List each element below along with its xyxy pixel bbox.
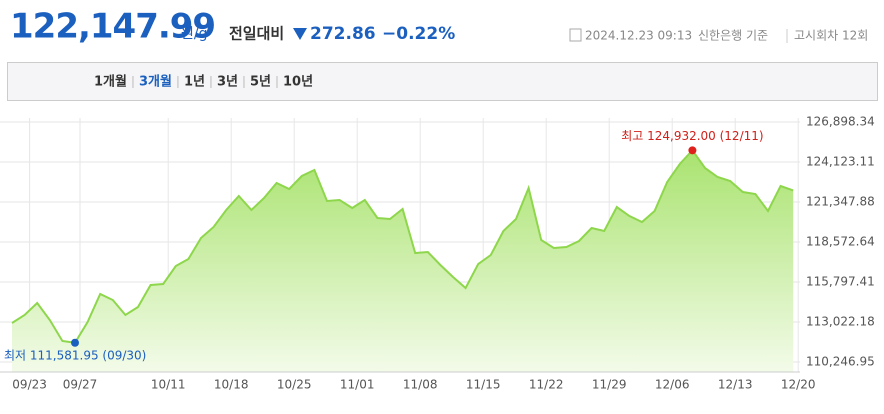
- unit: 원/g: [181, 26, 207, 42]
- change-label: 전일대비: [229, 25, 284, 43]
- low-dot: [71, 338, 79, 347]
- x-tick-label: 10/11: [151, 378, 186, 392]
- y-tick-label: 110,246.95: [806, 355, 875, 369]
- x-tick-label: 09/23: [12, 378, 47, 392]
- y-tick-label: 113,022.18: [806, 315, 875, 329]
- tab[interactable]: 5년: [250, 75, 271, 90]
- tab[interactable]: 1개월: [94, 74, 127, 90]
- y-tick-label: 124,123.11: [806, 154, 875, 168]
- y-tick-label: 118,572.64: [806, 235, 875, 249]
- tab[interactable]: 10년: [283, 75, 313, 90]
- tab-bar: [7, 62, 878, 101]
- y-tick-label: 126,898.34: [806, 115, 875, 129]
- y-tick-label: 115,797.41: [806, 275, 875, 289]
- low-label: 최저 111,581.95 (09/30): [4, 348, 146, 362]
- high-dot: [688, 146, 697, 155]
- x-tick-label: 10/18: [214, 378, 249, 392]
- x-tick-label: 11/29: [592, 378, 627, 392]
- change-rate: −0.22%: [382, 24, 455, 44]
- tab[interactable]: 3년: [217, 75, 238, 90]
- basis: 신한은행 기준: [698, 28, 768, 43]
- plot: 110,246.95 113,022.18 115,797.41 118,572.64…: [0, 115, 875, 392]
- tabs: 1개월 3개월 1년 3년 5년 10년: [94, 74, 313, 90]
- tab[interactable]: 3개월: [139, 74, 172, 90]
- x-tick-label: 11/15: [466, 378, 501, 392]
- price: 122,147.99: [10, 7, 215, 47]
- tab[interactable]: 1년: [184, 75, 205, 90]
- x-tick-label: 12/13: [718, 378, 753, 392]
- round: 고시회차 12회: [794, 29, 868, 43]
- line: [11, 148, 794, 344]
- datetime: 2024.12.23 09:13: [585, 29, 692, 43]
- x-tick-label: 12/06: [655, 378, 690, 392]
- down-arrow: [293, 28, 307, 40]
- area: [12, 150, 794, 372]
- x-tick-label: 12/20: [781, 378, 816, 392]
- high-label: 최고 124,932.00 (12/11): [621, 129, 763, 143]
- calendar-icon: [569, 28, 582, 42]
- x-tick-label: 11/08: [403, 378, 438, 392]
- x-tick-label: 11/22: [529, 378, 564, 392]
- y-tick-label: 121,347.88: [806, 194, 875, 208]
- x-tick-label: 09/27: [63, 378, 98, 392]
- x-tick-label: 10/25: [277, 378, 312, 392]
- x-tick-label: 11/01: [340, 378, 375, 392]
- change: 272.86: [310, 24, 376, 44]
